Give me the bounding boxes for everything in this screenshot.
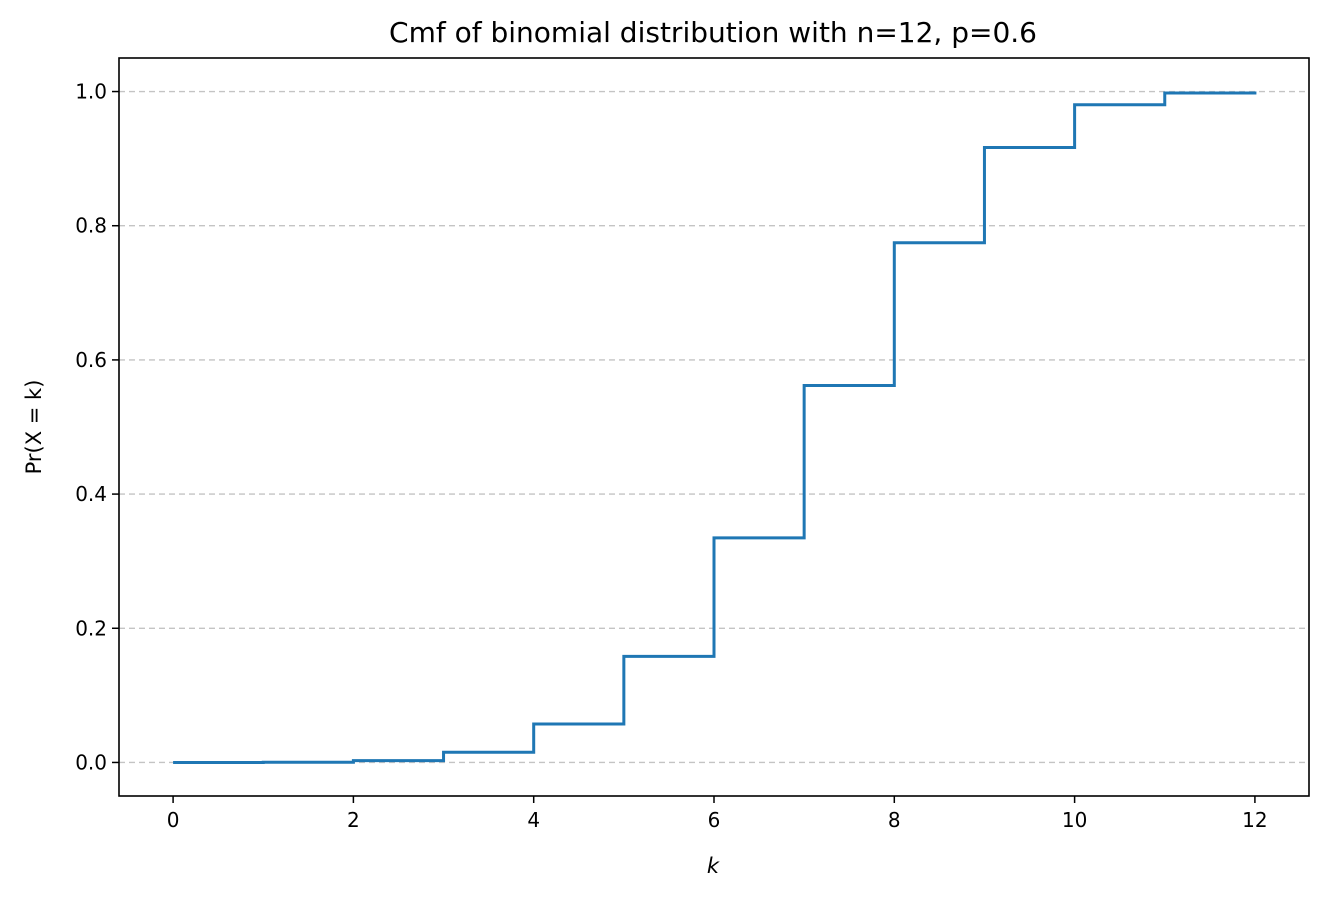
y-tick-label: 0.6 [75, 348, 107, 372]
x-axis-label: k [707, 854, 720, 878]
y-tick-label: 0.4 [75, 482, 107, 506]
x-tick-label: 12 [1242, 808, 1267, 832]
x-tick-label: 0 [167, 808, 180, 832]
plot-series [173, 91, 1257, 764]
x-tick-label: 4 [527, 808, 540, 832]
x-tick-label: 10 [1062, 808, 1087, 832]
cmf-step-line [173, 91, 1257, 764]
y-tick-label: 0.2 [75, 616, 107, 640]
plot-frame [118, 57, 1310, 797]
x-axis: 0 2 4 6 8 10 12 [167, 796, 1268, 832]
x-tick-label: 6 [708, 808, 721, 832]
x-tick-label: 2 [347, 808, 360, 832]
y-tick-label: 1.0 [75, 80, 107, 104]
y-tick-label: 0.0 [75, 750, 107, 774]
y-axis: 0.0 0.2 0.4 0.6 0.8 1.0 [75, 80, 119, 774]
y-tick-label: 0.8 [75, 214, 107, 238]
x-tick-label: 8 [888, 808, 901, 832]
gridlines [119, 90, 1309, 764]
y-axis-label: Pr(X = k) [22, 380, 46, 475]
chart-title: Cmf of binomial distribution with n=12, … [389, 16, 1037, 49]
